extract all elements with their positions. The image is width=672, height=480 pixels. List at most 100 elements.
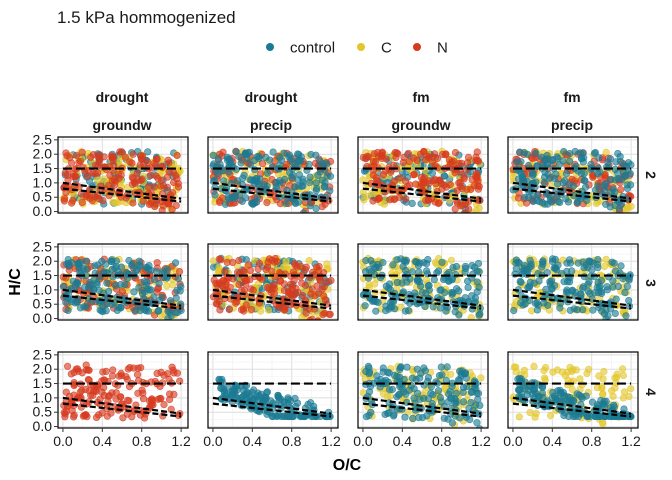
data-point — [364, 362, 373, 371]
data-point — [291, 259, 299, 268]
data-point — [123, 396, 132, 404]
data-point — [413, 277, 422, 285]
data-point — [527, 262, 535, 270]
data-point — [169, 366, 177, 374]
data-point — [573, 390, 581, 398]
data-point — [276, 153, 284, 161]
data-point — [111, 264, 119, 272]
data-point — [599, 390, 607, 398]
data-point — [312, 179, 320, 187]
x-tick-label: 0.0 — [203, 433, 223, 449]
data-point — [177, 283, 185, 291]
data-point — [600, 186, 609, 194]
data-point — [66, 154, 74, 162]
strip-col3-bottom: groundw — [391, 117, 450, 133]
data-point — [604, 312, 612, 320]
series-n — [359, 148, 484, 213]
data-point — [368, 189, 376, 198]
data-point — [219, 148, 227, 156]
data-point — [611, 188, 619, 196]
facet-panel-row2-col4 — [507, 136, 639, 214]
data-point — [568, 287, 576, 295]
data-point — [553, 180, 562, 188]
y-tick-label: 0.0 — [33, 310, 53, 326]
data-point — [619, 371, 628, 380]
panel-border — [507, 243, 639, 321]
data-point — [174, 183, 183, 191]
data-point — [305, 257, 313, 265]
reference-line-2 — [62, 396, 182, 415]
data-point — [135, 284, 143, 292]
data-point — [365, 388, 374, 396]
data-point — [461, 369, 470, 377]
data-point — [450, 157, 458, 165]
data-point — [538, 263, 546, 271]
data-point — [76, 304, 84, 312]
data-point — [94, 169, 102, 177]
data-point — [326, 310, 334, 318]
data-point — [67, 199, 76, 207]
data-point — [541, 363, 550, 372]
data-point — [87, 153, 95, 161]
data-point — [323, 172, 331, 180]
data-point — [154, 307, 162, 315]
data-point — [321, 179, 329, 187]
data-point — [572, 366, 580, 374]
data-point — [620, 388, 629, 396]
reference-lines — [362, 382, 482, 418]
data-point — [622, 312, 630, 320]
x-tick-label: 0.8 — [282, 433, 302, 449]
data-point — [225, 155, 233, 163]
data-point — [594, 170, 602, 178]
data-point — [616, 153, 624, 161]
data-point — [583, 369, 591, 378]
data-point — [143, 285, 151, 293]
data-point — [94, 411, 103, 419]
data-point — [134, 389, 142, 397]
data-point — [367, 408, 375, 416]
data-point — [528, 169, 537, 177]
facet-panels — [57, 136, 639, 429]
panel-border — [507, 136, 639, 214]
data-point — [254, 180, 262, 188]
reference-lines — [362, 274, 482, 310]
data-point — [444, 415, 452, 423]
data-point — [62, 388, 70, 396]
data-point — [602, 255, 610, 264]
data-point — [131, 179, 139, 187]
data-point — [225, 168, 233, 176]
data-point — [144, 148, 152, 156]
data-point — [535, 198, 543, 206]
facet-panel-row2-col1 — [57, 136, 189, 214]
data-point — [155, 280, 163, 288]
data-point — [320, 292, 328, 300]
data-point — [437, 286, 445, 294]
data-point — [82, 361, 90, 369]
row-strip-2: 2 — [643, 171, 659, 179]
panel-points — [359, 362, 485, 428]
data-point — [149, 396, 157, 405]
data-point — [473, 267, 481, 275]
data-point — [563, 259, 571, 267]
strip-col2-bottom: precip — [250, 117, 292, 133]
data-point — [147, 266, 155, 275]
data-point — [326, 187, 334, 195]
reference-line-2 — [212, 396, 332, 415]
data-point — [121, 153, 129, 161]
data-point — [307, 290, 315, 298]
panel-points — [215, 375, 334, 421]
panel-border — [57, 136, 189, 214]
data-point — [582, 261, 590, 269]
data-point — [460, 175, 468, 183]
x-tick-label: 1.2 — [171, 433, 191, 449]
y-tick-label: 1.0 — [33, 174, 53, 190]
data-point — [598, 383, 606, 391]
data-point — [128, 173, 136, 181]
data-point — [584, 287, 592, 295]
data-point — [301, 281, 310, 290]
x-tick-label: 0.4 — [243, 433, 263, 449]
data-point — [589, 306, 597, 314]
data-point — [543, 151, 551, 160]
data-point — [596, 282, 604, 290]
data-point — [404, 149, 413, 157]
